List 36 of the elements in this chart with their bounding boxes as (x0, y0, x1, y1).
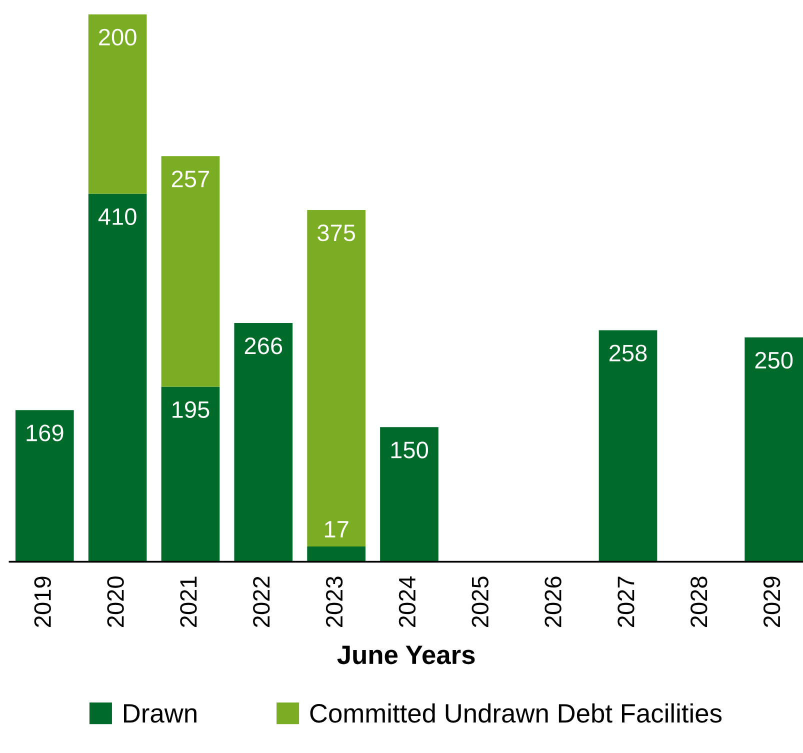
x-tick-label: 2029 (763, 576, 780, 627)
bar (598, 330, 658, 562)
x-tick-label: 2028 (690, 576, 708, 627)
data-label: 375 (318, 224, 356, 242)
data-label: 250 (755, 352, 793, 369)
x-tick-label: 2024 (398, 576, 416, 627)
data-label: 17 (324, 521, 348, 538)
bar (744, 337, 803, 562)
data-label: 257 (172, 170, 209, 188)
data-label: 195 (172, 401, 210, 418)
data-label: 200 (99, 28, 136, 46)
data-label: 258 (609, 344, 647, 362)
bar (88, 14, 147, 194)
data-label: 410 (98, 208, 136, 226)
x-tick-label: 2023 (326, 576, 343, 627)
bar (234, 323, 293, 562)
data-label: 266 (244, 338, 282, 354)
bar (161, 156, 220, 387)
x-tick-label: 2026 (544, 576, 562, 627)
bar (88, 194, 147, 562)
legend-label: Committed Undrawn Debt Facilities (310, 703, 722, 723)
x-tick-label: 2022 (253, 576, 270, 627)
bar (307, 546, 366, 562)
x-tick-label: 2027 (618, 576, 634, 627)
x-tick-label: 2019 (34, 576, 51, 627)
data-label: 150 (391, 442, 428, 458)
data-label: 169 (26, 424, 64, 442)
x-axis-title: June Years (337, 646, 475, 664)
bar (307, 210, 366, 546)
bar (15, 410, 74, 562)
bar (161, 386, 220, 562)
x-tick-label: 2021 (180, 576, 197, 627)
legend-label: Drawn (124, 704, 196, 723)
x-tick-label: 2020 (107, 576, 124, 627)
bar (380, 427, 438, 562)
x-tick-label: 2025 (472, 576, 488, 627)
